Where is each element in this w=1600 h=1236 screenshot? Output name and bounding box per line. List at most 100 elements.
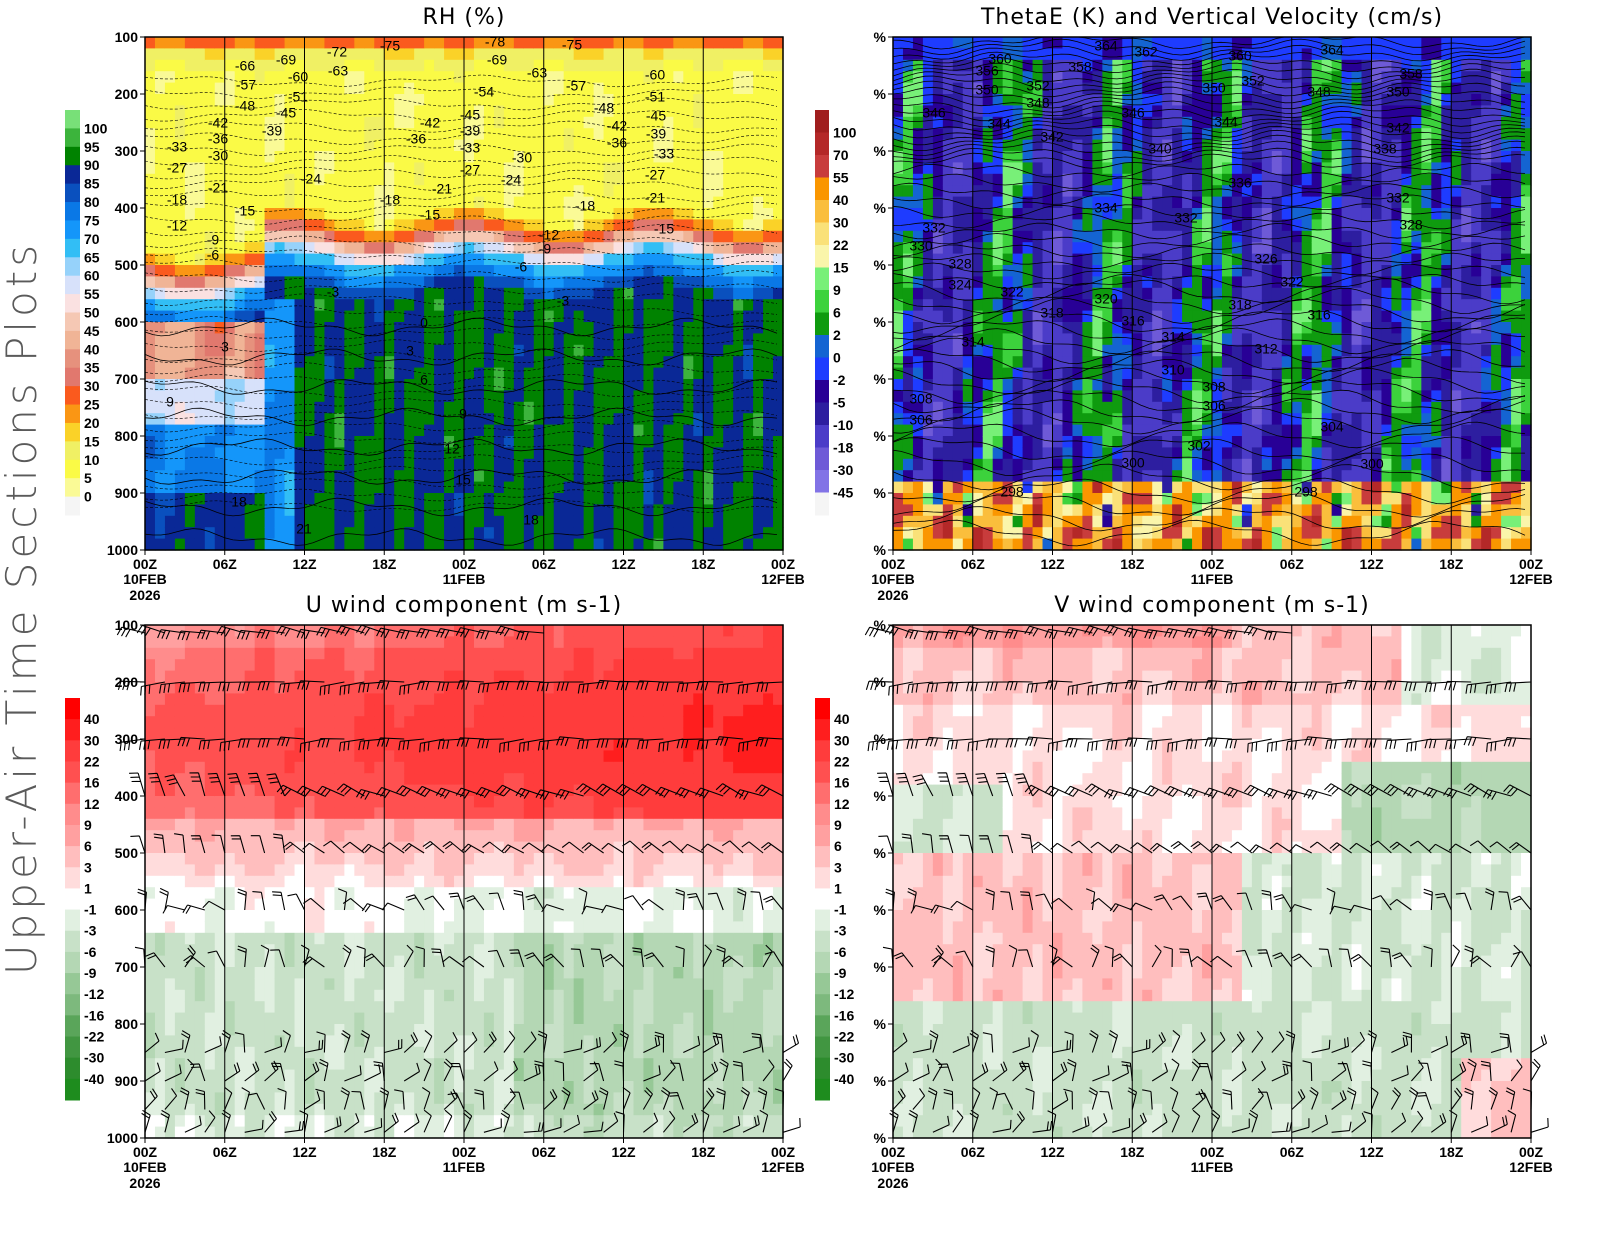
field-cell	[1012, 390, 1024, 403]
field-cell	[932, 116, 944, 129]
field-cell	[633, 333, 645, 346]
field-cell	[1212, 436, 1223, 448]
field-cell	[932, 276, 944, 289]
field-cell	[284, 59, 296, 72]
field-cell	[543, 299, 555, 312]
field-cell	[613, 242, 625, 255]
field-cell	[1082, 82, 1093, 95]
field-cell	[553, 424, 565, 437]
field-cell	[274, 128, 286, 141]
field-cell	[1022, 151, 1034, 163]
field-cell	[1002, 253, 1014, 266]
field-cell	[1291, 527, 1303, 540]
field-cell	[145, 344, 156, 357]
field-cell	[952, 538, 964, 551]
field-cell	[573, 59, 585, 72]
field-cell	[623, 105, 635, 118]
field-cell	[952, 504, 964, 517]
field-cell	[962, 242, 974, 255]
field-cell	[673, 458, 684, 471]
field-cell	[493, 59, 505, 72]
field-cell	[1202, 59, 1213, 72]
field-cell	[733, 196, 744, 209]
field-cell	[603, 538, 615, 551]
field-cell	[1022, 367, 1034, 380]
field-cell	[404, 128, 415, 141]
field-cell	[1072, 162, 1084, 175]
field-cell	[464, 493, 475, 505]
field-cell	[244, 265, 256, 277]
field-cell	[523, 390, 535, 403]
field-cell	[394, 151, 405, 163]
field-cell	[922, 208, 934, 220]
field-cell	[294, 208, 306, 220]
field-cell	[274, 367, 286, 380]
field-cell	[962, 230, 974, 243]
field-cell	[434, 185, 445, 198]
field-cell	[733, 71, 744, 84]
field-cell	[613, 59, 625, 72]
field-cell	[713, 356, 724, 369]
field-cell	[583, 94, 595, 106]
field-cell	[244, 436, 256, 448]
field-cell	[304, 538, 316, 551]
field-cell	[414, 447, 425, 460]
field-cell	[1092, 276, 1103, 289]
field-cell	[1261, 310, 1273, 323]
field-cell	[773, 390, 784, 403]
field-cell	[1241, 242, 1253, 255]
field-cell	[204, 538, 216, 551]
field-cell	[1032, 265, 1044, 277]
field-cell	[1152, 116, 1163, 129]
field-cell	[653, 367, 664, 380]
field-cell	[743, 333, 754, 346]
field-cell	[1231, 173, 1243, 186]
field-cell	[384, 344, 395, 357]
field-cell	[483, 322, 495, 334]
field-cell	[972, 173, 984, 186]
field-cell	[1182, 527, 1193, 540]
field-cell	[573, 504, 585, 517]
field-cell	[912, 447, 924, 460]
field-cell	[1251, 230, 1263, 243]
field-cell	[533, 139, 545, 152]
field-cell	[912, 139, 924, 152]
field-cell	[583, 185, 595, 198]
field-cell	[763, 413, 774, 426]
field-cell	[1062, 344, 1074, 357]
field-cell	[553, 493, 565, 505]
field-cell	[583, 59, 595, 72]
field-cell	[1082, 493, 1093, 505]
field-cell	[703, 527, 714, 540]
field-cell	[563, 310, 575, 323]
field-cell	[194, 470, 206, 483]
field-cell	[513, 48, 525, 61]
field-cell	[174, 413, 186, 426]
field-cell	[1042, 128, 1054, 141]
field-cell	[254, 48, 266, 61]
field-cell	[703, 299, 714, 312]
field-cell	[374, 253, 385, 266]
colorbar-label: 10	[84, 452, 100, 468]
field-cell	[523, 219, 535, 232]
field-cell	[334, 208, 345, 220]
field-cell	[324, 185, 336, 198]
field-cell	[164, 322, 176, 334]
field-cell	[244, 493, 256, 505]
field-cell	[902, 219, 914, 232]
field-cell	[483, 151, 495, 163]
field-cell	[454, 162, 465, 175]
field-cell	[533, 128, 545, 141]
field-cell	[613, 128, 625, 141]
field-cell	[1042, 322, 1054, 334]
y-tick-label: 500	[115, 257, 139, 273]
field-cell	[1152, 322, 1163, 334]
field-cell	[893, 185, 904, 198]
field-cell	[653, 333, 664, 346]
field-cell	[1092, 287, 1103, 300]
field-cell	[1231, 379, 1243, 391]
field-cell	[1172, 253, 1183, 266]
field-cell	[893, 242, 904, 255]
field-cell	[663, 287, 674, 300]
field-cell	[723, 230, 734, 243]
